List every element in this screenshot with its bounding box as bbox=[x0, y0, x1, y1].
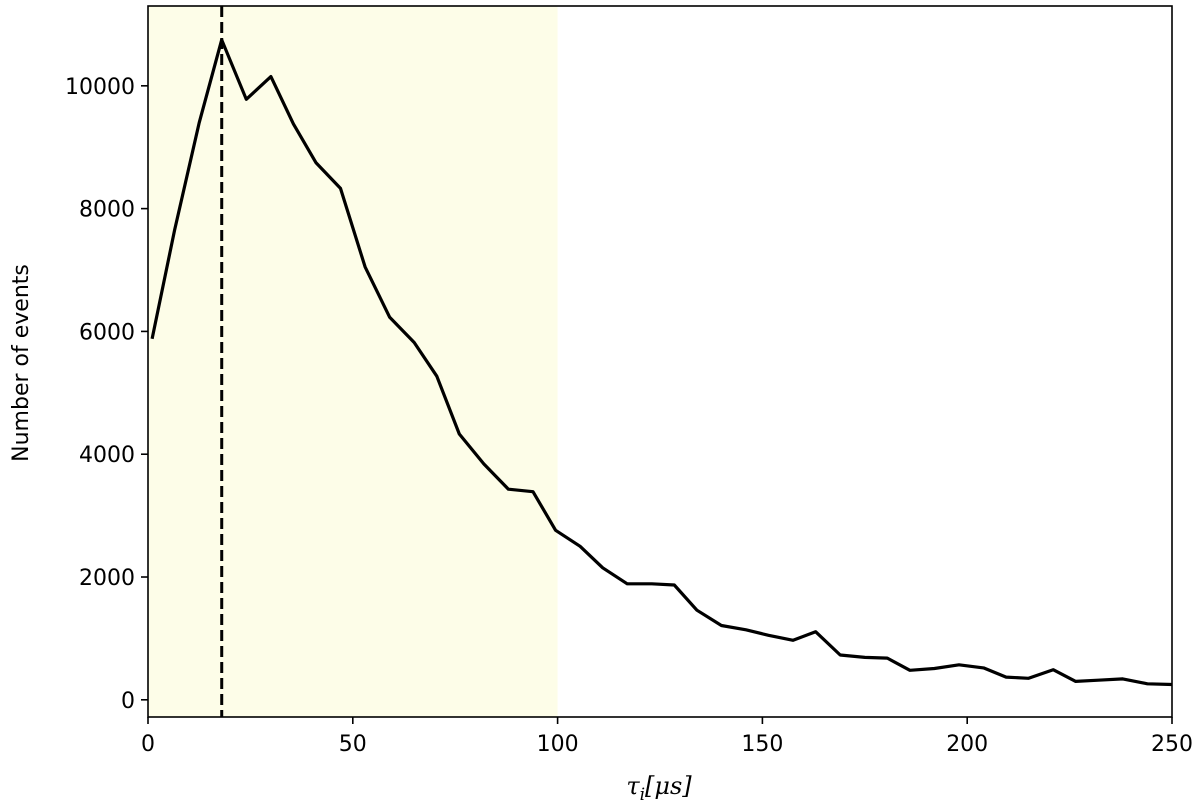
x-tick-label-100: 100 bbox=[537, 732, 579, 757]
y-tick-label-4000: 4000 bbox=[79, 443, 135, 468]
x-axis-label-base: τ bbox=[626, 772, 640, 800]
x-axis-label-unit: [μs] bbox=[645, 772, 692, 800]
y-tick-label-0: 0 bbox=[121, 689, 135, 714]
shaded-region bbox=[148, 6, 558, 717]
x-tick-label-200: 200 bbox=[946, 732, 988, 757]
series-line-0 bbox=[150, 38, 1173, 687]
y-tick-label-6000: 6000 bbox=[79, 320, 135, 345]
plot-area bbox=[148, 6, 1173, 717]
y-axis-label: Number of events bbox=[9, 264, 34, 462]
axes: 0 50 100 150 200 250 0 2000 4000 6000 8000 10000 bbox=[65, 5, 1193, 757]
x-axis-label-subscript: i bbox=[640, 785, 645, 805]
x-tick-label-250: 250 bbox=[1151, 732, 1193, 757]
y-tick-label-8000: 8000 bbox=[79, 198, 135, 223]
axes-frame bbox=[147, 5, 1173, 718]
x-tick-label-150: 150 bbox=[741, 732, 783, 757]
x-tick-label-0: 0 bbox=[141, 732, 155, 757]
y-tick-label-10000: 10000 bbox=[65, 75, 135, 100]
x-tick-label-50: 50 bbox=[339, 732, 367, 757]
x-axis-label: τi[μs] bbox=[626, 772, 692, 805]
y-tick-label-2000: 2000 bbox=[79, 566, 135, 591]
